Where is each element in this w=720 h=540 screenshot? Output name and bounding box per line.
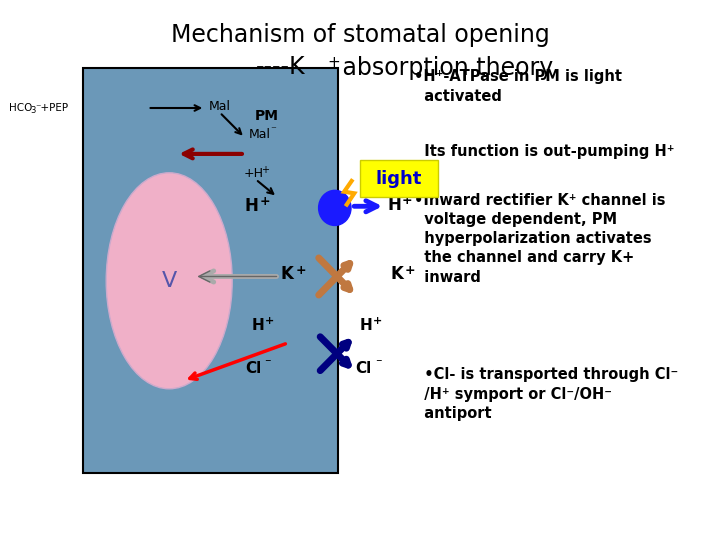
Text: •Inward rectifier K⁺ channel is
  voltage dependent, PM
  hyperpolarization acti: •Inward rectifier K⁺ channel is voltage …: [414, 193, 665, 285]
Text: +: +: [261, 165, 269, 175]
Text: Cl: Cl: [356, 361, 372, 376]
Text: HCO: HCO: [9, 103, 32, 113]
Text: +: +: [405, 264, 415, 276]
Text: light: light: [376, 170, 422, 188]
Text: ----K: ----K: [256, 56, 305, 79]
Text: +H: +H: [243, 167, 264, 180]
FancyBboxPatch shape: [360, 160, 438, 197]
Text: +: +: [265, 316, 274, 326]
Text: V: V: [161, 271, 177, 291]
Text: +: +: [295, 264, 306, 276]
Text: +: +: [259, 195, 270, 208]
Text: •H⁺-ATPase in PM is light
  activated: •H⁺-ATPase in PM is light activated: [414, 69, 622, 104]
Text: H: H: [245, 197, 258, 215]
Text: H: H: [251, 318, 264, 333]
Text: Its function is out-pumping H⁺: Its function is out-pumping H⁺: [414, 144, 675, 159]
Text: +: +: [373, 316, 382, 326]
Text: Mechanism of stomatal opening: Mechanism of stomatal opening: [171, 23, 549, 47]
Text: 3: 3: [30, 106, 35, 114]
Text: •Cl- is transported through Cl⁻
  /H⁺ symport or Cl⁻/OH⁻
  antiport: •Cl- is transported through Cl⁻ /H⁺ symp…: [414, 368, 678, 421]
Text: ⁻: ⁻: [264, 357, 271, 370]
Text: K: K: [281, 265, 294, 284]
Text: +: +: [402, 194, 413, 207]
Bar: [83, 68, 338, 472]
Text: PM: PM: [255, 109, 279, 123]
Text: H: H: [387, 195, 401, 214]
Text: Mal: Mal: [248, 129, 271, 141]
Text: absorption theory: absorption theory: [335, 56, 553, 79]
Text: +: +: [328, 55, 341, 70]
Text: ⁻: ⁻: [374, 357, 382, 370]
Text: H: H: [359, 318, 372, 333]
Text: ⁻: ⁻: [270, 126, 276, 136]
Text: K: K: [390, 265, 403, 284]
Ellipse shape: [107, 173, 232, 389]
Ellipse shape: [318, 190, 351, 226]
Text: ⁻+PEP: ⁻+PEP: [35, 103, 68, 113]
Text: Mal: Mal: [209, 100, 231, 113]
Text: Cl: Cl: [246, 361, 261, 376]
